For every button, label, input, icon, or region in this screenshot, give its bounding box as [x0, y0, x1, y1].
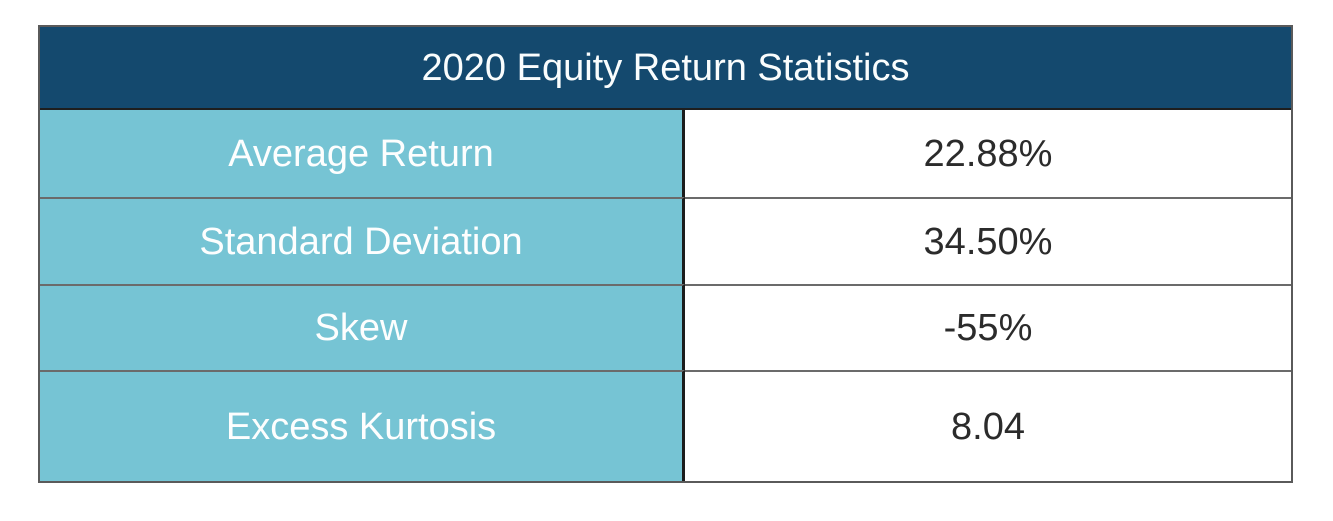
row-value-standard-deviation: 34.50% — [685, 197, 1291, 284]
row-label-standard-deviation: Standard Deviation — [40, 197, 685, 284]
row-label-average-return: Average Return — [40, 110, 685, 197]
row-value-skew: -55% — [685, 284, 1291, 370]
row-value-excess-kurtosis: 8.04 — [685, 370, 1291, 481]
table-title: 2020 Equity Return Statistics — [40, 27, 1291, 110]
row-value-average-return: 22.88% — [685, 110, 1291, 197]
equity-return-statistics-table: 2020 Equity Return Statistics Average Re… — [38, 25, 1293, 483]
row-label-skew: Skew — [40, 284, 685, 370]
row-label-excess-kurtosis: Excess Kurtosis — [40, 370, 685, 481]
